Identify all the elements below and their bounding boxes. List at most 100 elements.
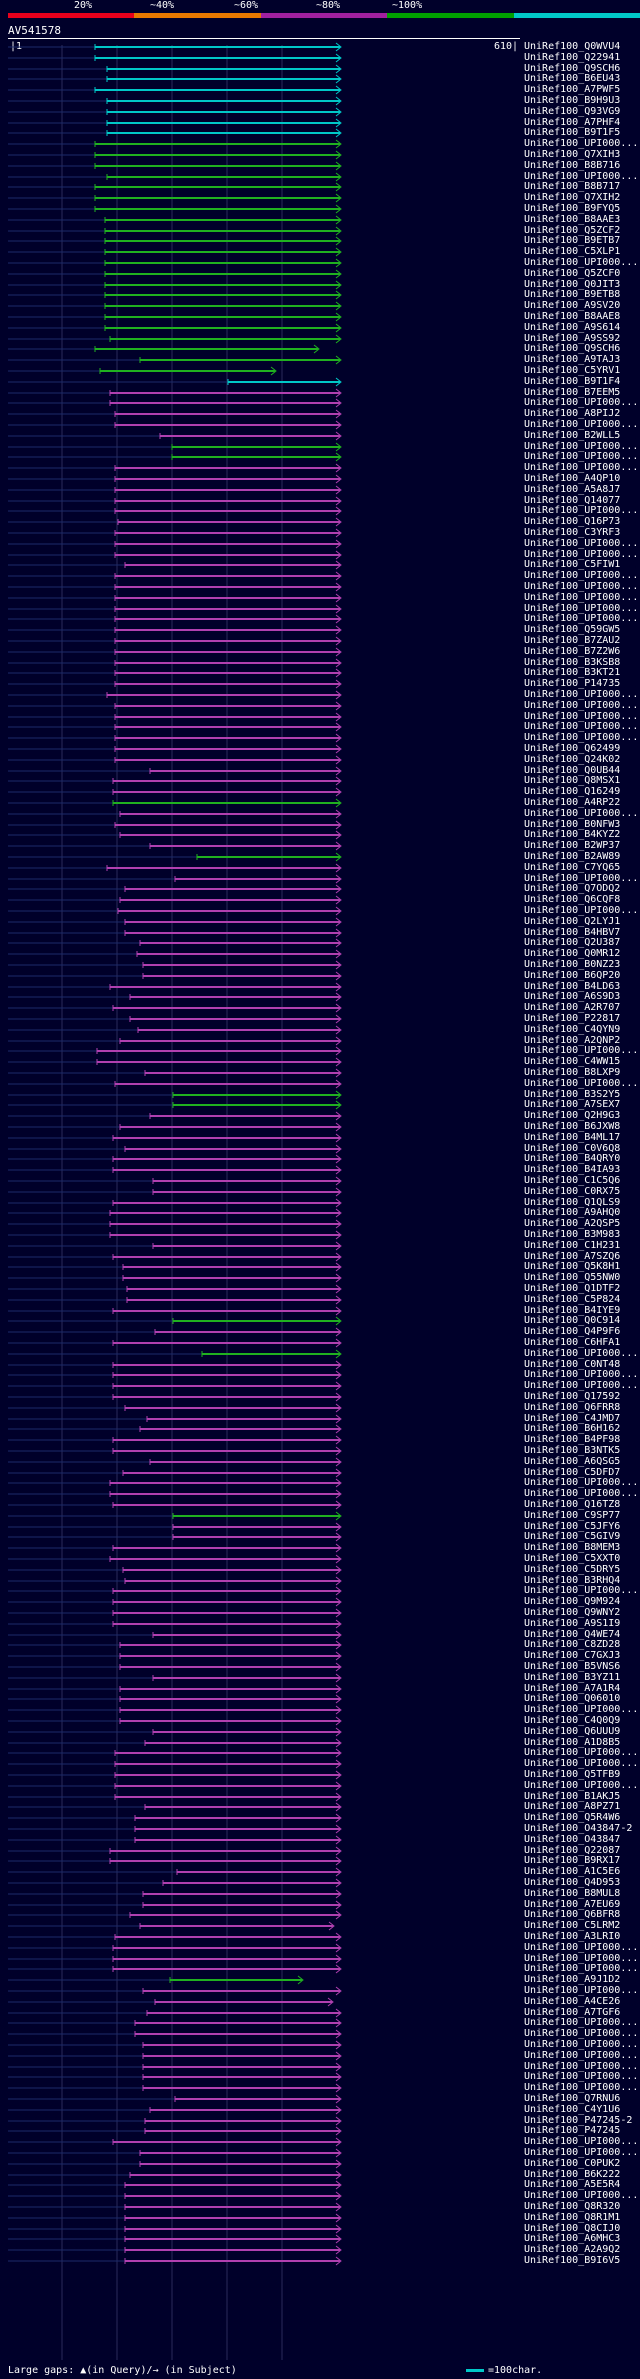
hit-label[interactable]: UniRef100_A7SZQ6 [524,1251,621,1262]
hit-label[interactable]: UniRef100_Q5K8H1 [524,1261,621,1272]
hit-label[interactable]: UniRef100_P47245 [524,2125,621,2136]
hit-label[interactable]: UniRef100_Q9WNY2 [524,1607,621,1618]
hit-label[interactable]: UniRef100_Q7ODQ2 [524,883,621,894]
hit-label[interactable]: UniRef100_A7TGF6 [524,2007,621,2018]
hit-label[interactable]: UniRef100_B8AAE3 [524,214,621,225]
hit-label[interactable]: UniRef100_B3RHQ4 [524,1575,621,1586]
hit-label[interactable]: UniRef100_B9T1F4 [524,376,621,387]
hit-label[interactable]: UniRef100_UPI000... [524,1488,639,1499]
hit-label[interactable]: UniRef100_Q14077 [524,495,621,506]
hit-label[interactable]: UniRef100_B9ETB7 [524,235,621,246]
hit-label[interactable]: UniRef100_C9SP77 [524,1510,621,1521]
hit-label[interactable]: UniRef100_B7Z2W6 [524,646,621,657]
hit-label[interactable]: UniRef100_C4Q0Q9 [524,1715,621,1726]
hit-label[interactable]: UniRef100_Q5ZCF2 [524,225,621,236]
hit-label[interactable]: UniRef100_B9H9U3 [524,95,621,106]
hit-label[interactable]: UniRef100_Q59GW5 [524,624,621,635]
hit-label[interactable]: UniRef100_Q8R1M1 [524,2212,621,2223]
hit-label[interactable]: UniRef100_UPI000... [524,2136,639,2147]
hit-label[interactable]: UniRef100_B8MEM3 [524,1542,621,1553]
hit-label[interactable]: UniRef100_B7ZAU2 [524,635,621,646]
hit-label[interactable]: UniRef100_C5XLP1 [524,246,621,257]
hit-label[interactable]: UniRef100_Q7RNU6 [524,2093,621,2104]
hit-label[interactable]: UniRef100_UPI000... [524,2039,639,2050]
hit-label[interactable]: UniRef100_B6QP20 [524,970,621,981]
hit-label[interactable]: UniRef100_Q8CIJ0 [524,2223,621,2234]
hit-label[interactable]: UniRef100_Q2H9G3 [524,1110,621,1121]
hit-label[interactable]: UniRef100_Q1DTF2 [524,1283,621,1294]
hit-label[interactable]: UniRef100_UPI000... [524,603,639,614]
hit-label[interactable]: UniRef100_B8B716 [524,160,621,171]
hit-label[interactable]: UniRef100_B3M983 [524,1229,621,1240]
hit-label[interactable]: UniRef100_C1H231 [524,1240,621,1251]
hit-label[interactable]: UniRef100_B9I6V5 [524,2255,621,2266]
hit-label[interactable]: UniRef100_Q6FRR8 [524,1402,621,1413]
hit-label[interactable]: UniRef100_A8PIJ2 [524,408,621,419]
hit-label[interactable]: UniRef100_Q6CQF8 [524,894,621,905]
hit-label[interactable]: UniRef100_C0NT48 [524,1359,621,1370]
hit-label[interactable]: UniRef100_Q9SCH6 [524,63,621,74]
hit-label[interactable]: UniRef100_C0V6Q8 [524,1143,621,1154]
hit-label[interactable]: UniRef100_Q4WE74 [524,1629,621,1640]
hit-label[interactable]: UniRef100_A1C5E6 [524,1866,621,1877]
hit-label[interactable]: UniRef100_Q5R4W6 [524,1812,621,1823]
hit-label[interactable]: UniRef100_A6S9D3 [524,991,621,1002]
hit-label[interactable]: UniRef100_B8AAE8 [524,311,621,322]
hit-label[interactable]: UniRef100_A7EU69 [524,1899,621,1910]
hit-label[interactable]: UniRef100_Q1QLS9 [524,1197,621,1208]
hit-label[interactable]: UniRef100_UPI000... [524,419,639,430]
hit-label[interactable]: UniRef100_UPI000... [524,1477,639,1488]
hit-label[interactable]: UniRef100_Q2U387 [524,937,621,948]
hit-label[interactable]: UniRef100_C8ZD28 [524,1639,621,1650]
hit-label[interactable]: UniRef100_B4IA93 [524,1164,621,1175]
hit-label[interactable]: UniRef100_UPI000... [524,1953,639,1964]
hit-label[interactable]: UniRef100_B6JXW8 [524,1121,621,1132]
hit-label[interactable]: UniRef100_A7SEX7 [524,1099,621,1110]
hit-label[interactable]: UniRef100_Q93VG9 [524,106,621,117]
hit-label[interactable]: UniRef100_A5A8J7 [524,484,621,495]
hit-label[interactable]: UniRef100_B9T1F5 [524,127,621,138]
hit-label[interactable]: UniRef100_Q6UUU9 [524,1726,621,1737]
hit-label[interactable]: UniRef100_C5P824 [524,1294,621,1305]
hit-label[interactable]: UniRef100_Q55NW0 [524,1272,621,1283]
hit-label[interactable]: UniRef100_Q8R320 [524,2201,621,2212]
hit-label[interactable]: UniRef100_B3YZ11 [524,1672,621,1683]
hit-label[interactable]: UniRef100_A2A9Q2 [524,2244,621,2255]
hit-label[interactable]: UniRef100_A9AHQ0 [524,1207,621,1218]
hit-label[interactable]: UniRef100_UPI000... [524,570,639,581]
hit-label[interactable]: UniRef100_O43847-2 [524,1823,633,1834]
hit-label[interactable]: UniRef100_A7PWF5 [524,84,621,95]
hit-label[interactable]: UniRef100_A4CE26 [524,1996,621,2007]
hit-label[interactable]: UniRef100_UPI000... [524,462,639,473]
hit-label[interactable]: UniRef100_UPI000... [524,732,639,743]
hit-label[interactable]: UniRef100_B6H162 [524,1423,621,1434]
hit-label[interactable]: UniRef100_UPI000... [524,1758,639,1769]
hit-label[interactable]: UniRef100_A9SV20 [524,300,621,311]
hit-label[interactable]: UniRef100_B2WP37 [524,840,621,851]
hit-label[interactable]: UniRef100_B8B717 [524,181,621,192]
hit-label[interactable]: UniRef100_UPI000... [524,1380,639,1391]
hit-label[interactable]: UniRef100_A1D8B5 [524,1737,621,1748]
hit-label[interactable]: UniRef100_UPI000... [524,2147,639,2158]
hit-label[interactable]: UniRef100_B2AW89 [524,851,621,862]
hit-label[interactable]: UniRef100_UPI000... [524,171,639,182]
hit-label[interactable]: UniRef100_Q0WVU4 [524,41,621,52]
hit-label[interactable]: UniRef100_Q24K02 [524,754,621,765]
hit-label[interactable]: UniRef100_Q2LYJ1 [524,916,621,927]
hit-label[interactable]: UniRef100_UPI000... [524,905,639,916]
hit-label[interactable]: UniRef100_UPI000... [524,592,639,603]
hit-label[interactable]: UniRef100_A7A1R4 [524,1683,621,1694]
hit-label[interactable]: UniRef100_B9RX17 [524,1855,621,1866]
hit-label[interactable]: UniRef100_Q5TFB9 [524,1769,621,1780]
hit-label[interactable]: UniRef100_Q6BFR8 [524,1909,621,1920]
hit-label[interactable]: UniRef100_B8LXP9 [524,1067,621,1078]
hit-label[interactable]: UniRef100_A2QSP5 [524,1218,621,1229]
hit-label[interactable]: UniRef100_UPI000... [524,873,639,884]
hit-label[interactable]: UniRef100_UPI000... [524,1348,639,1359]
hit-label[interactable]: UniRef100_B4IYE9 [524,1305,621,1316]
hit-label[interactable]: UniRef100_UPI000... [524,721,639,732]
hit-label[interactable]: UniRef100_B4QRY0 [524,1153,621,1164]
hit-label[interactable]: UniRef100_Q7XIH2 [524,192,621,203]
hit-label[interactable]: UniRef100_C5DRY5 [524,1564,621,1575]
hit-label[interactable]: UniRef100_C0RX75 [524,1186,621,1197]
